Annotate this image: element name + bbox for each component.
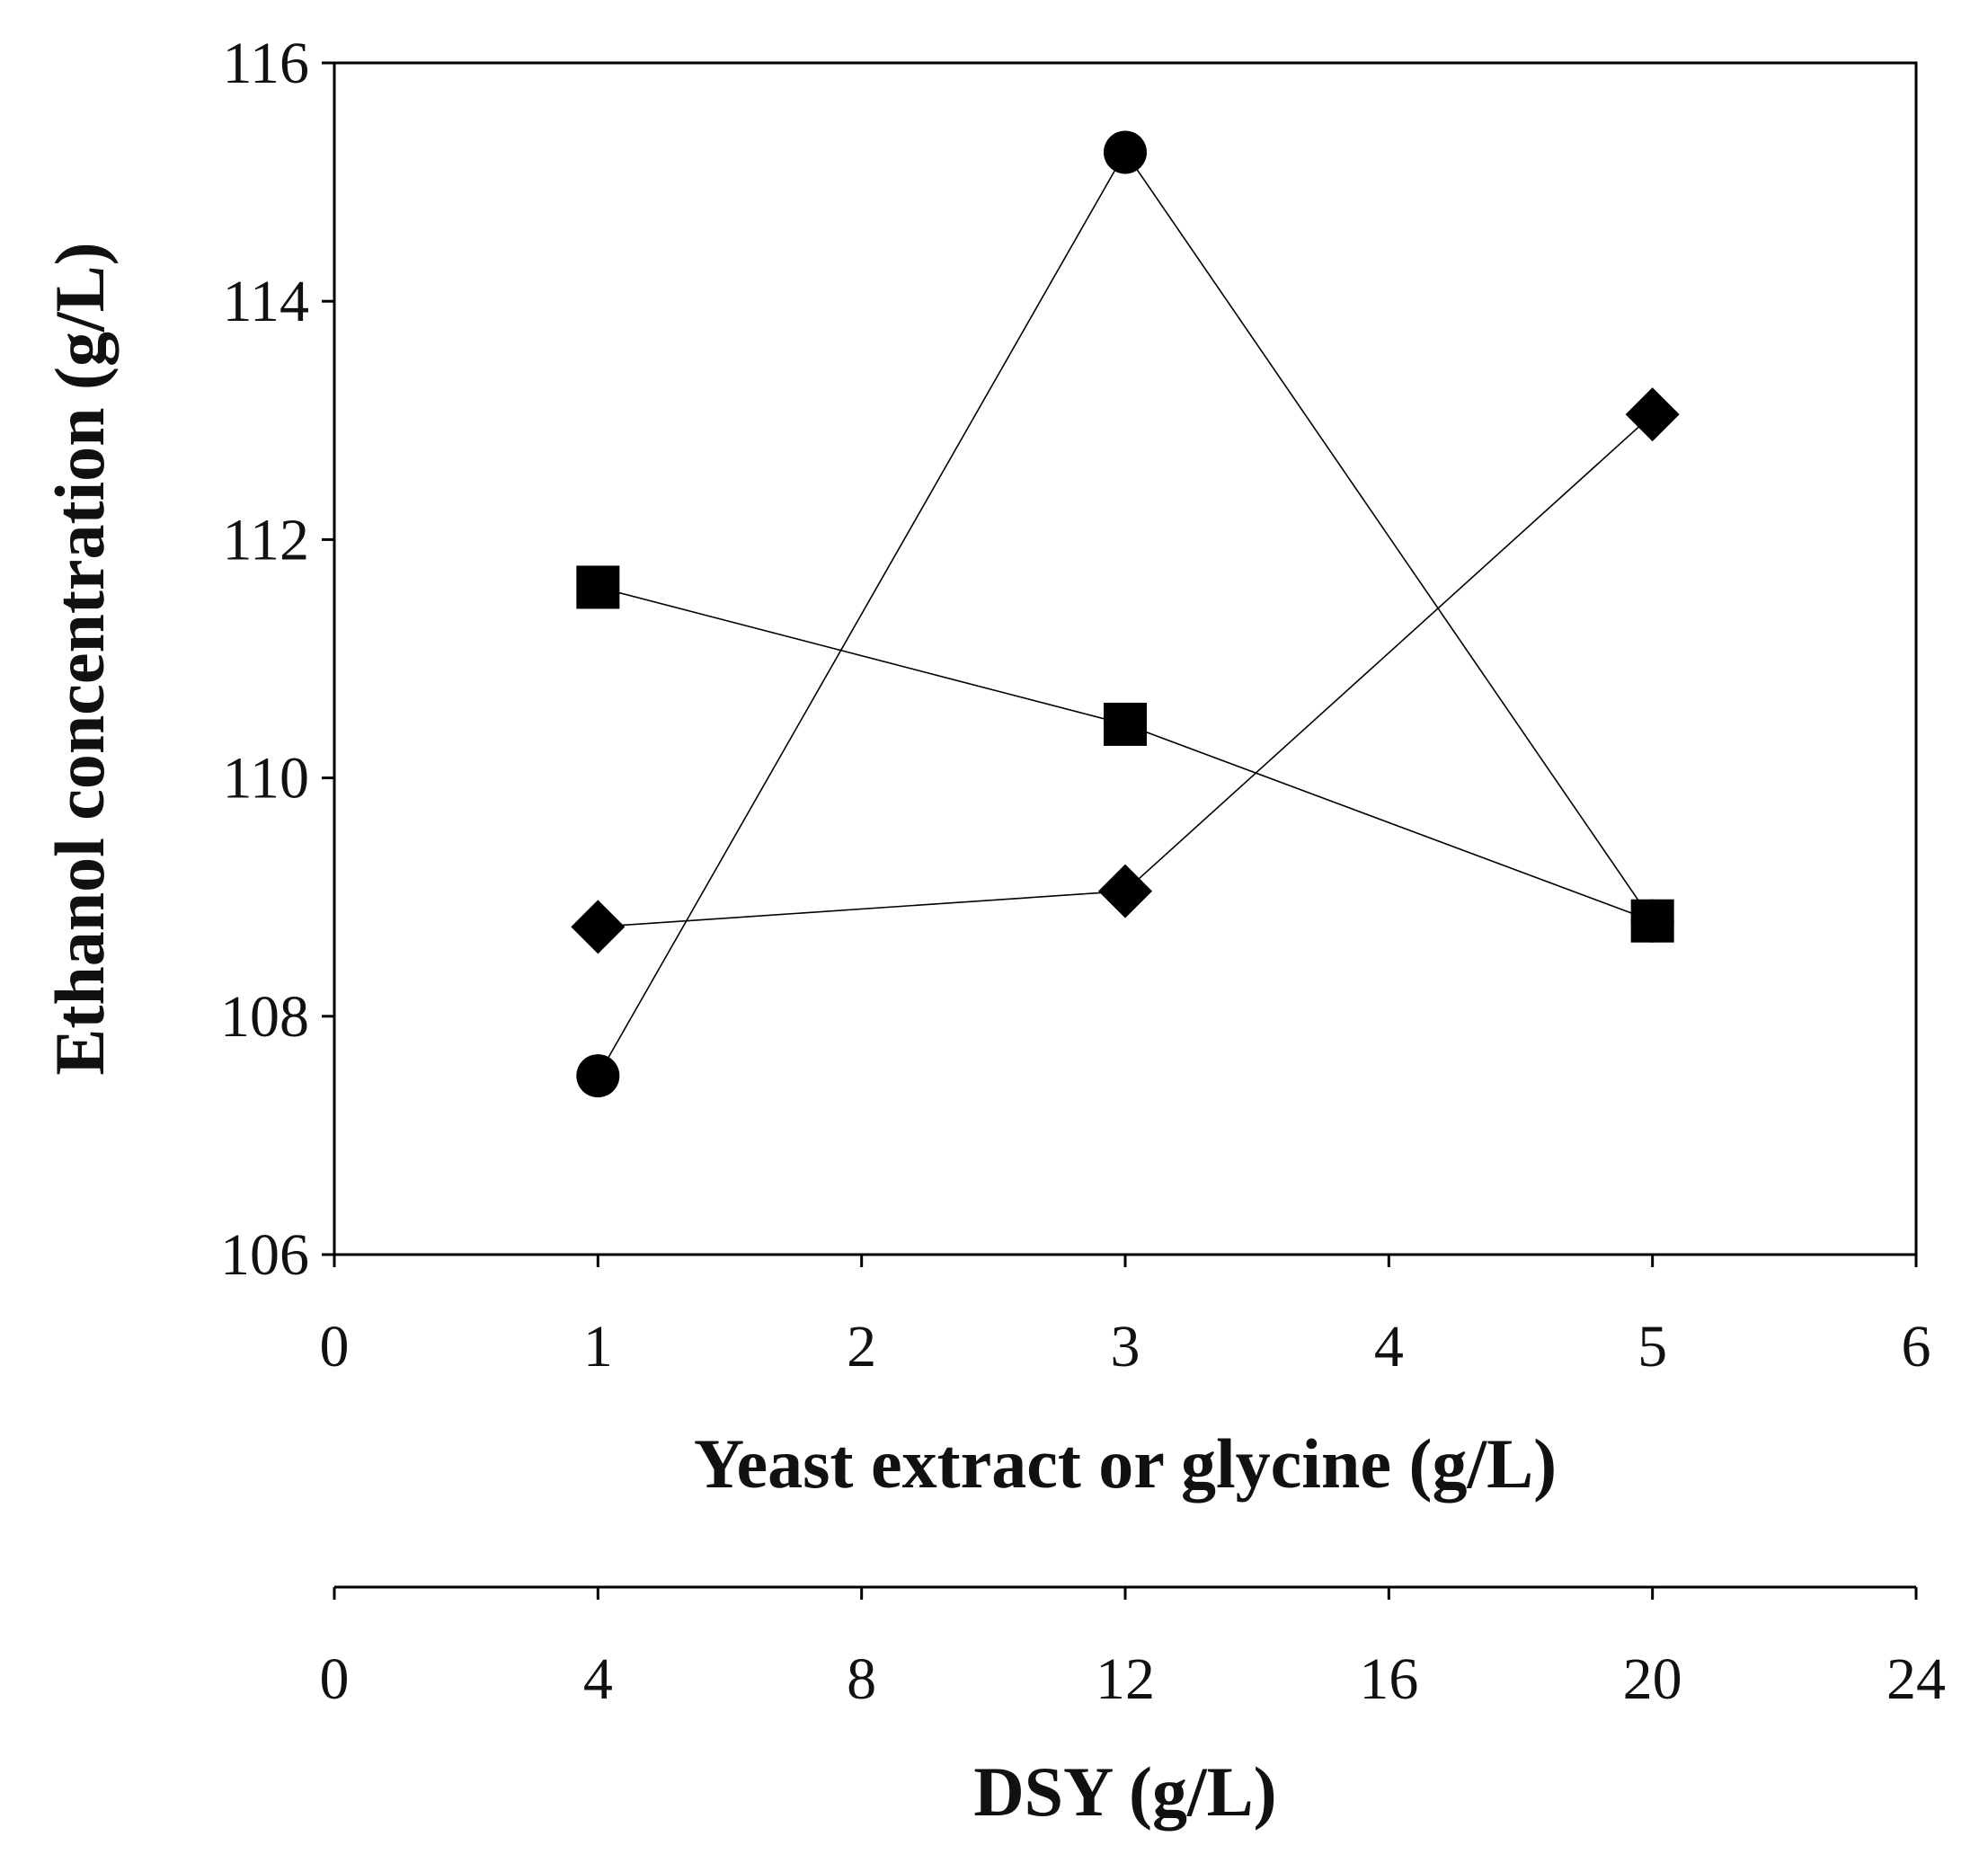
y-tick-label: 112 (222, 507, 309, 572)
secondary-x-tick-label: 4 (583, 1646, 613, 1712)
x-tick-label: 0 (320, 1314, 350, 1379)
circle-series-point (1104, 130, 1147, 174)
circle-series-line (597, 150, 1654, 1077)
x-tick-label: 5 (1637, 1314, 1667, 1379)
x-tick-label: 4 (1374, 1314, 1404, 1379)
secondary-x-tick-label: 20 (1623, 1646, 1682, 1712)
y-tick-label: 110 (222, 746, 309, 812)
secondary-x-tick-label: 0 (320, 1646, 350, 1712)
secondary-x-tick-label: 16 (1359, 1646, 1418, 1712)
y-tick-label: 116 (222, 31, 309, 96)
secondary-x-tick-label: 8 (847, 1646, 876, 1712)
diamond-series-point (571, 900, 626, 954)
x-axis-title: Yeast extract or glycine (g/L) (694, 1424, 1557, 1503)
diamond-series-line (598, 413, 1654, 928)
y-tick-label: 106 (220, 1222, 309, 1288)
secondary-x-axis-ticks: 0 4 8 12 16 20 24 (320, 1587, 1946, 1712)
x-axis-ticks: 0 1 2 3 4 5 6 (320, 1255, 1931, 1379)
series-layer (571, 130, 1680, 1098)
y-tick-label: 114 (222, 269, 309, 334)
y-tick-label: 108 (220, 984, 309, 1050)
square-series-point (576, 565, 620, 609)
square-series-point (1104, 702, 1147, 746)
y-axis-ticks: 106 108 110 112 114 116 (220, 31, 334, 1288)
diamond-series-point (1098, 864, 1152, 918)
y-axis-title: Ethanol concentration (g/L) (40, 242, 119, 1075)
x-tick-label: 2 (847, 1314, 876, 1379)
square-series-point (1630, 899, 1674, 943)
secondary-x-tick-label: 12 (1096, 1646, 1155, 1712)
x-tick-label: 1 (583, 1314, 613, 1379)
x-tick-label: 6 (1902, 1314, 1931, 1379)
secondary-x-axis-title: DSY (g/L) (973, 1752, 1276, 1831)
secondary-x-tick-label: 24 (1886, 1646, 1946, 1712)
plot-frame (333, 61, 1918, 1256)
x-tick-label: 3 (1111, 1314, 1140, 1379)
circle-series-point (576, 1054, 620, 1098)
diamond-series-point (1625, 387, 1680, 442)
